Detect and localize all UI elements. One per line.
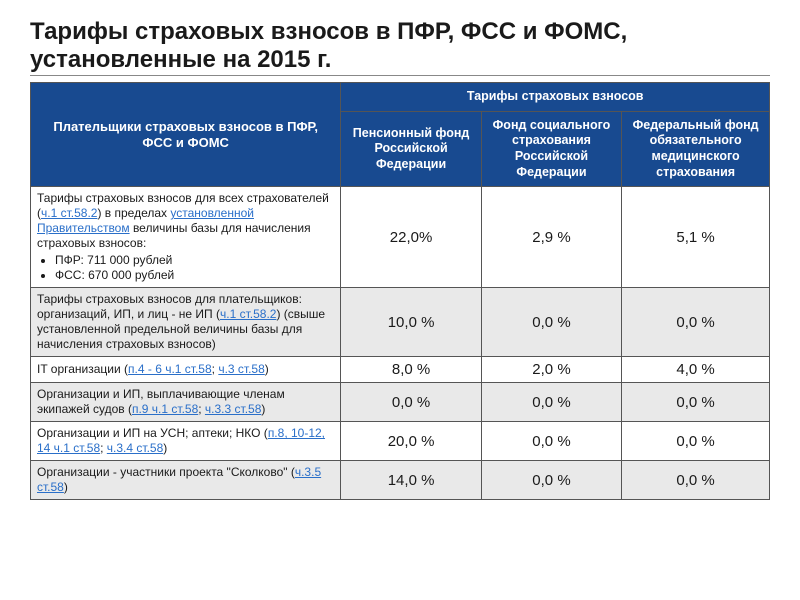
law-link[interactable]: ч.1 ст.58.2: [41, 206, 97, 220]
row-desc: IT организации (п.4 - 6 ч.1 ст.58; ч.3 с…: [31, 357, 341, 383]
page-title: Тарифы страховых взносов в ПФР, ФСС и ФО…: [30, 18, 770, 76]
table-row: Тарифы страховых взносов для плательщико…: [31, 288, 770, 357]
header-group: Тарифы страховых взносов: [341, 83, 770, 112]
law-link[interactable]: ч.3 ст.58: [218, 362, 264, 376]
cell-fss: 0,0 %: [481, 288, 621, 357]
cell-foms: 0,0 %: [622, 422, 770, 461]
law-link[interactable]: ч.1 ст.58.2: [220, 307, 276, 321]
cell-foms: 4,0 %: [622, 357, 770, 383]
header-fss: Фонд социального страхования Российской …: [481, 111, 621, 187]
cell-pfr: 14,0 %: [341, 461, 481, 500]
row-desc: Организации и ИП, выплачивающие членам э…: [31, 383, 341, 422]
cell-fss: 2,0 %: [481, 357, 621, 383]
cell-foms: 0,0 %: [622, 288, 770, 357]
list-item: ФСС: 670 000 рублей: [55, 268, 334, 283]
cell-fss: 0,0 %: [481, 461, 621, 500]
cell-foms: 0,0 %: [622, 461, 770, 500]
cell-pfr: 0,0 %: [341, 383, 481, 422]
law-link[interactable]: ч.3.3 ст.58: [205, 402, 261, 416]
cell-fss: 0,0 %: [481, 383, 621, 422]
table-row: Тарифы страховых взносов для всех страхо…: [31, 187, 770, 288]
header-foms: Федеральный фонд обязательного медицинск…: [622, 111, 770, 187]
cell-pfr: 22,0%: [341, 187, 481, 288]
row-desc: Тарифы страховых взносов для всех страхо…: [31, 187, 341, 288]
law-link[interactable]: п.4 - 6 ч.1 ст.58: [128, 362, 212, 376]
header-pfr: Пенсионный фонд Российской Федерации: [341, 111, 481, 187]
table-row: Организации и ИП, выплачивающие членам э…: [31, 383, 770, 422]
law-link[interactable]: п.9 ч.1 ст.58: [132, 402, 198, 416]
table-row: Организации - участники проекта "Сколков…: [31, 461, 770, 500]
header-payers: Плательщики страховых взносов в ПФР, ФСС…: [31, 83, 341, 187]
cell-pfr: 8,0 %: [341, 357, 481, 383]
cell-pfr: 20,0 %: [341, 422, 481, 461]
row-desc: Тарифы страховых взносов для плательщико…: [31, 288, 341, 357]
cell-foms: 5,1 %: [622, 187, 770, 288]
law-link[interactable]: ч.3.4 ст.58: [107, 441, 163, 455]
row-desc: Организации и ИП на УСН; аптеки; НКО (п.…: [31, 422, 341, 461]
table-row: IT организации (п.4 - 6 ч.1 ст.58; ч.3 с…: [31, 357, 770, 383]
cell-foms: 0,0 %: [622, 383, 770, 422]
base-limits-list: ПФР: 711 000 рублей ФСС: 670 000 рублей: [37, 253, 334, 283]
cell-pfr: 10,0 %: [341, 288, 481, 357]
cell-fss: 0,0 %: [481, 422, 621, 461]
tariff-table: Плательщики страховых взносов в ПФР, ФСС…: [30, 82, 770, 500]
list-item: ПФР: 711 000 рублей: [55, 253, 334, 268]
row-desc: Организации - участники проекта "Сколков…: [31, 461, 341, 500]
cell-fss: 2,9 %: [481, 187, 621, 288]
table-row: Организации и ИП на УСН; аптеки; НКО (п.…: [31, 422, 770, 461]
slide: Тарифы страховых взносов в ПФР, ФСС и ФО…: [0, 0, 800, 500]
